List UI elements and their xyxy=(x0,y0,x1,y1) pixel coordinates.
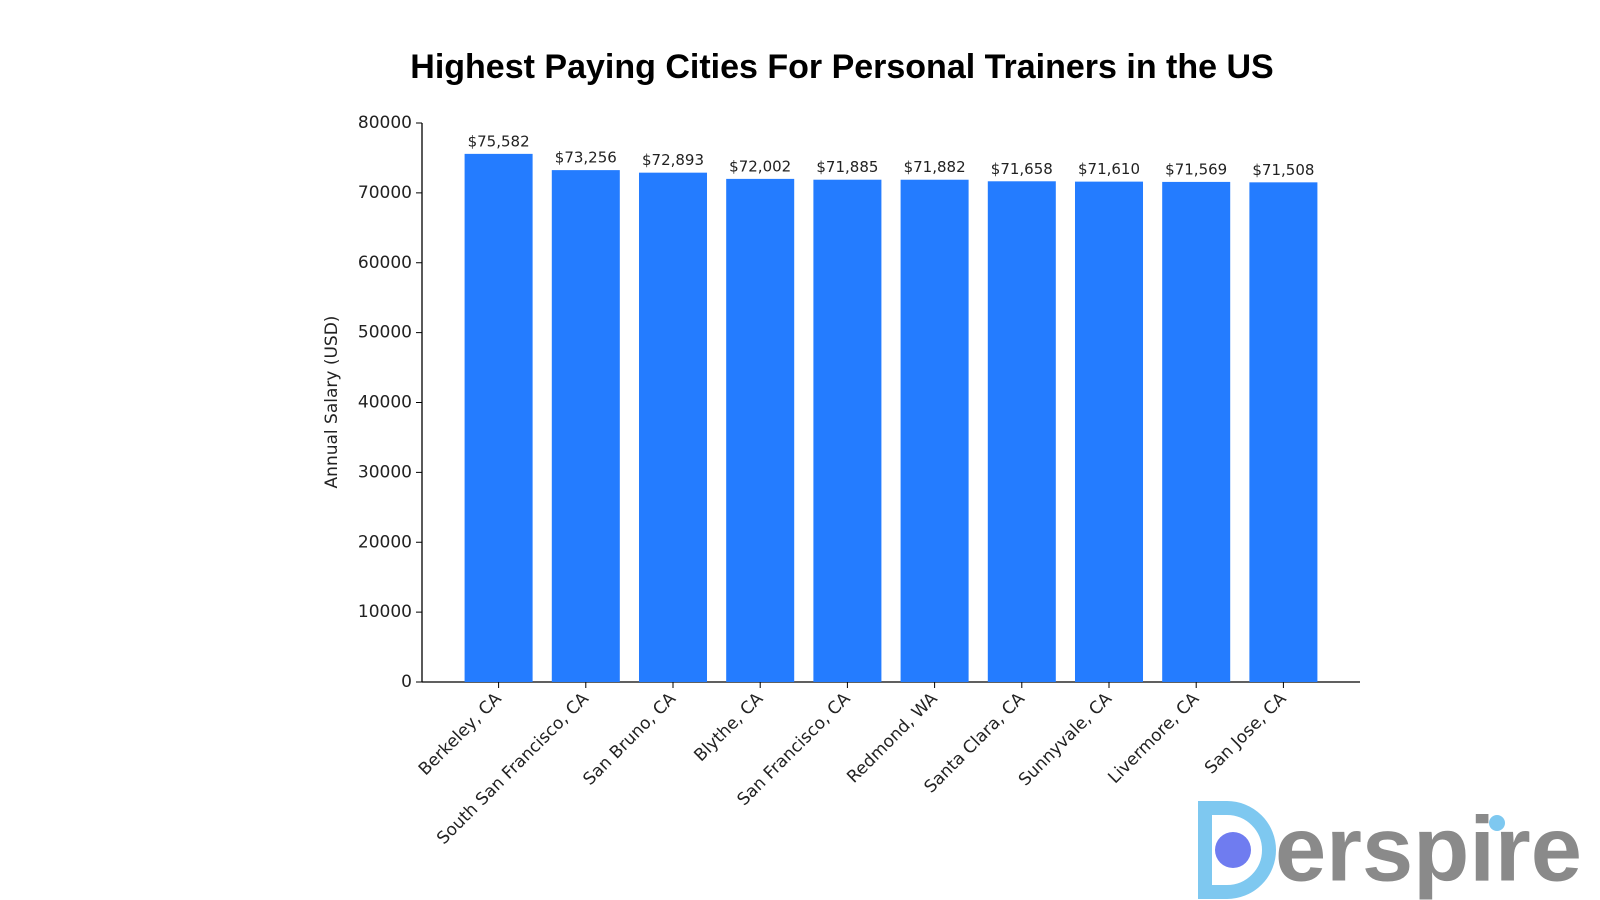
y-tick-label: 50000 xyxy=(358,323,412,343)
x-tick-label: Sunnyvale, CA xyxy=(1015,689,1116,790)
y-tick-label: 70000 xyxy=(358,183,412,203)
value-label: $71,610 xyxy=(1078,160,1140,178)
value-label: $71,882 xyxy=(904,158,966,176)
bar xyxy=(900,179,969,682)
x-tick-label: San Jose, CA xyxy=(1201,689,1291,779)
x-tick-label: Berkeley, CA xyxy=(415,689,506,780)
watermark: erspire xyxy=(1275,798,1582,900)
x-tick-label: Blythe, CA xyxy=(690,689,767,766)
bar xyxy=(813,179,882,683)
y-axis-label: Annual Salary (USD) xyxy=(322,316,342,489)
value-label: $72,002 xyxy=(729,157,791,175)
logo-i-dot xyxy=(1489,815,1505,831)
y-tick-label: 0 xyxy=(401,672,412,692)
value-label: $71,885 xyxy=(816,158,878,176)
bar xyxy=(551,170,620,682)
x-tick-label: Redmond, WA xyxy=(843,689,942,788)
logo-dot xyxy=(1215,832,1251,868)
bar xyxy=(987,181,1056,682)
value-label: $71,658 xyxy=(991,160,1053,178)
chart-title: Highest Paying Cities For Personal Train… xyxy=(410,48,1273,86)
y-tick-label: 10000 xyxy=(358,602,412,622)
bar xyxy=(1249,182,1318,683)
bar xyxy=(1074,181,1144,682)
bar xyxy=(464,153,533,682)
watermark-logo xyxy=(1198,801,1505,899)
logo-shape xyxy=(1198,801,1276,899)
x-tick-label: San Bruno, CA xyxy=(579,689,680,790)
y-tick-label: 40000 xyxy=(358,393,412,413)
bar xyxy=(1162,181,1231,682)
value-label: $71,569 xyxy=(1165,160,1227,178)
y-tick-label: 60000 xyxy=(358,253,412,273)
x-tick-label: Livermore, CA xyxy=(1104,689,1203,788)
y-tick-label: 20000 xyxy=(358,532,412,552)
value-label: $73,256 xyxy=(555,149,617,167)
y-tick-label: 30000 xyxy=(358,462,412,482)
y-tick-label: 80000 xyxy=(358,113,412,133)
value-label: $72,893 xyxy=(642,151,704,169)
bar xyxy=(638,172,708,682)
x-tick-label: South San Francisco, CA xyxy=(433,689,593,849)
value-label: $71,508 xyxy=(1252,161,1314,179)
value-label: $75,582 xyxy=(468,132,530,150)
bar xyxy=(726,178,795,682)
